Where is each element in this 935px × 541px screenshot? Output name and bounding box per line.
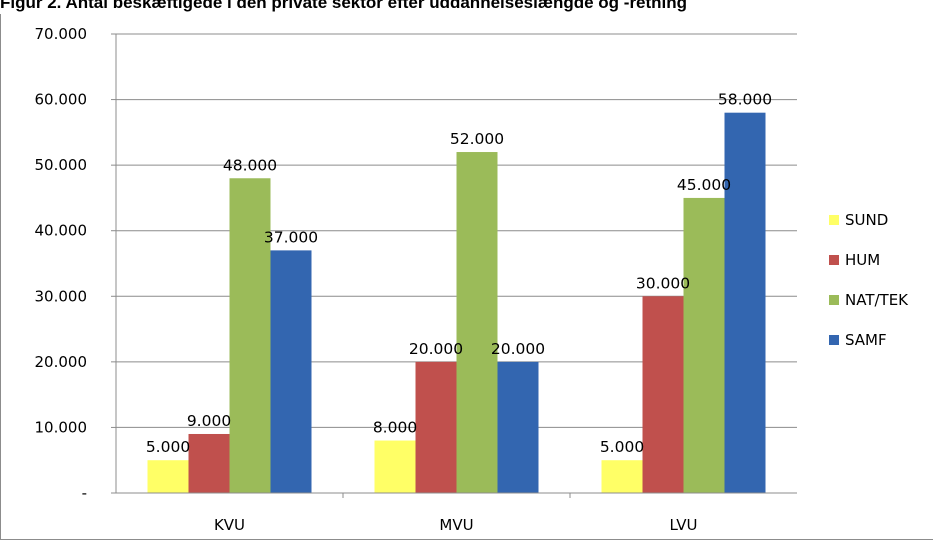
bars xyxy=(147,112,766,493)
data-label: 20.000 xyxy=(409,340,463,358)
chart-title: Figur 2. Antal beskæftigede i den privat… xyxy=(0,0,688,12)
legend-label: NAT/TEK xyxy=(845,291,909,309)
data-label: 52.000 xyxy=(450,130,504,148)
bar-hum-kvu xyxy=(188,433,230,493)
y-tick-label: 40.000 xyxy=(35,222,88,240)
legend-label: HUM xyxy=(845,251,880,269)
x-axis: KVU MVU LVU xyxy=(116,492,797,534)
legend-swatch xyxy=(829,335,839,345)
y-tick-label: 30.000 xyxy=(35,287,88,305)
legend-swatch xyxy=(829,215,839,225)
y-tick-label: 70.000 xyxy=(35,25,88,43)
data-label: 5.000 xyxy=(146,438,190,456)
data-label: 45.000 xyxy=(677,176,731,194)
x-tick-label: KVU xyxy=(214,516,245,534)
bar-samf-lvu xyxy=(724,112,766,493)
x-tick-label: MVU xyxy=(439,516,473,534)
bar-hum-lvu xyxy=(642,296,684,493)
data-label: 9.000 xyxy=(187,412,231,430)
y-tick-label: 10.000 xyxy=(35,418,88,436)
bar-hum-mvu xyxy=(415,361,457,493)
data-label: 20.000 xyxy=(491,340,545,358)
data-label: 37.000 xyxy=(264,228,318,246)
bar-sund-lvu xyxy=(601,460,643,493)
legend-label: SUND xyxy=(845,211,888,229)
legend-swatch xyxy=(829,295,839,305)
bar-nat-tek-mvu xyxy=(456,152,498,493)
bar-sund-kvu xyxy=(147,460,189,493)
y-tick-label: 60.000 xyxy=(35,91,88,109)
y-tick-label: 50.000 xyxy=(35,156,88,174)
bar-nat-tek-lvu xyxy=(683,197,725,493)
legend-swatch xyxy=(829,255,839,265)
y-tick-label: 20.000 xyxy=(35,353,88,371)
y-tick-label: - xyxy=(82,484,87,502)
data-label: 48.000 xyxy=(223,156,277,174)
bar-samf-mvu xyxy=(497,361,539,493)
legend-label: SAMF xyxy=(845,331,887,349)
bar-samf-kvu xyxy=(270,250,312,493)
x-tick-label: LVU xyxy=(670,516,698,534)
chart-frame xyxy=(0,14,933,540)
y-axis: - 10.000 20.000 30.000 40.000 50.000 60.000 70.… xyxy=(35,25,117,502)
data-label: 58.000 xyxy=(718,91,772,109)
bar-sund-mvu xyxy=(374,440,416,493)
data-label: 5.000 xyxy=(600,438,644,456)
data-label: 30.000 xyxy=(636,274,690,292)
legend: SUND HUM NAT/TEK SAMF xyxy=(829,211,909,349)
bar-nat-tek-kvu xyxy=(229,178,271,493)
data-label: 8.000 xyxy=(373,419,417,437)
data-labels: 5.000 9.000 48.000 37.000 8.000 20.000 52.000 2… xyxy=(146,91,772,457)
